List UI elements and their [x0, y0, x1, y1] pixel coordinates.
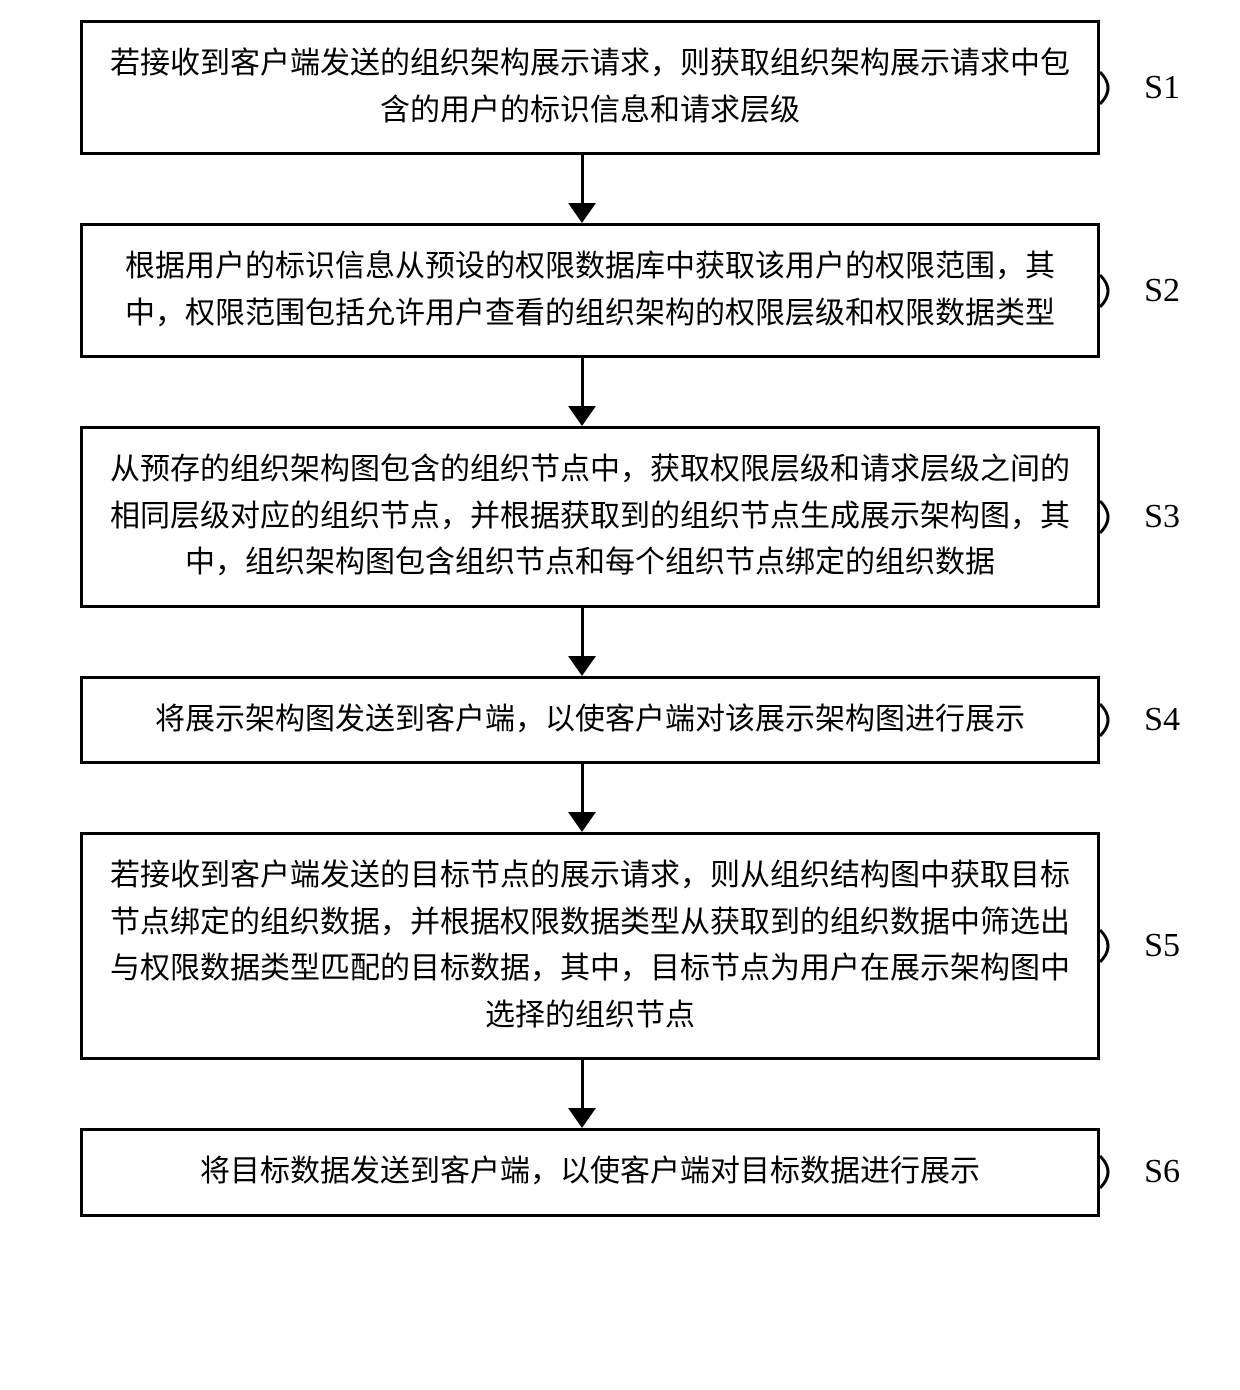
label-text-s2: S2 [1144, 272, 1180, 310]
step-box-s2: 根据用户的标识信息从预设的权限数据库中获取该用户的权限范围，其中，权限范围包括允… [80, 223, 1100, 358]
arrow-1 [40, 155, 1200, 223]
step-box-s1: 若接收到客户端发送的组织架构展示请求，则获取组织架构展示请求中包含的用户的标识信… [80, 20, 1100, 155]
arrow-4 [40, 764, 1200, 832]
curve-icon [1098, 1154, 1138, 1190]
step-box-s4: 将展示架构图发送到客户端，以使客户端对该展示架构图进行展示 [80, 676, 1100, 765]
step-text-s2: 根据用户的标识信息从预设的权限数据库中获取该用户的权限范围，其中，权限范围包括允… [125, 250, 1055, 330]
arrow-2 [40, 358, 1200, 426]
step-row-s2: 根据用户的标识信息从预设的权限数据库中获取该用户的权限范围，其中，权限范围包括允… [40, 223, 1200, 358]
step-label-s3: S3 [1098, 498, 1180, 536]
arrow-head-icon [568, 203, 596, 223]
curve-icon [1098, 70, 1138, 106]
arrow-line-icon [581, 155, 584, 207]
arrow-line-icon [581, 358, 584, 410]
step-row-s6: 将目标数据发送到客户端，以使客户端对目标数据进行展示 S6 [40, 1128, 1200, 1217]
curve-icon [1098, 928, 1138, 964]
step-text-s6: 将目标数据发送到客户端，以使客户端对目标数据进行展示 [200, 1155, 980, 1188]
flowchart-container: 若接收到客户端发送的组织架构展示请求，则获取组织架构展示请求中包含的用户的标识信… [40, 20, 1200, 1217]
label-text-s6: S6 [1144, 1153, 1180, 1191]
step-box-s3: 从预存的组织架构图包含的组织节点中，获取权限层级和请求层级之间的相同层级对应的组… [80, 426, 1100, 608]
curve-icon [1098, 273, 1138, 309]
step-row-s4: 将展示架构图发送到客户端，以使客户端对该展示架构图进行展示 S4 [40, 676, 1200, 765]
step-label-s5: S5 [1098, 927, 1180, 965]
label-text-s3: S3 [1144, 498, 1180, 536]
step-row-s3: 从预存的组织架构图包含的组织节点中，获取权限层级和请求层级之间的相同层级对应的组… [40, 426, 1200, 608]
step-text-s1: 若接收到客户端发送的组织架构展示请求，则获取组织架构展示请求中包含的用户的标识信… [110, 47, 1070, 127]
arrow-3 [40, 608, 1200, 676]
arrow-head-icon [568, 656, 596, 676]
arrow-5 [40, 1060, 1200, 1128]
step-text-s5: 若接收到客户端发送的目标节点的展示请求，则从组织结构图中获取目标节点绑定的组织数… [110, 859, 1070, 1032]
step-text-s3: 从预存的组织架构图包含的组织节点中，获取权限层级和请求层级之间的相同层级对应的组… [110, 453, 1070, 579]
step-label-s4: S4 [1098, 701, 1180, 739]
step-label-s2: S2 [1098, 272, 1180, 310]
step-text-s4: 将展示架构图发送到客户端，以使客户端对该展示架构图进行展示 [155, 703, 1025, 736]
arrow-line-icon [581, 1060, 584, 1112]
arrow-line-icon [581, 608, 584, 660]
curve-icon [1098, 499, 1138, 535]
step-box-s6: 将目标数据发送到客户端，以使客户端对目标数据进行展示 [80, 1128, 1100, 1217]
step-row-s5: 若接收到客户端发送的目标节点的展示请求，则从组织结构图中获取目标节点绑定的组织数… [40, 832, 1200, 1060]
label-text-s5: S5 [1144, 927, 1180, 965]
arrow-head-icon [568, 812, 596, 832]
step-row-s1: 若接收到客户端发送的组织架构展示请求，则获取组织架构展示请求中包含的用户的标识信… [40, 20, 1200, 155]
arrow-head-icon [568, 1108, 596, 1128]
step-box-s5: 若接收到客户端发送的目标节点的展示请求，则从组织结构图中获取目标节点绑定的组织数… [80, 832, 1100, 1060]
step-label-s6: S6 [1098, 1153, 1180, 1191]
arrow-head-icon [568, 406, 596, 426]
label-text-s4: S4 [1144, 701, 1180, 739]
curve-icon [1098, 702, 1138, 738]
step-label-s1: S1 [1098, 69, 1180, 107]
label-text-s1: S1 [1144, 69, 1180, 107]
arrow-line-icon [581, 764, 584, 816]
